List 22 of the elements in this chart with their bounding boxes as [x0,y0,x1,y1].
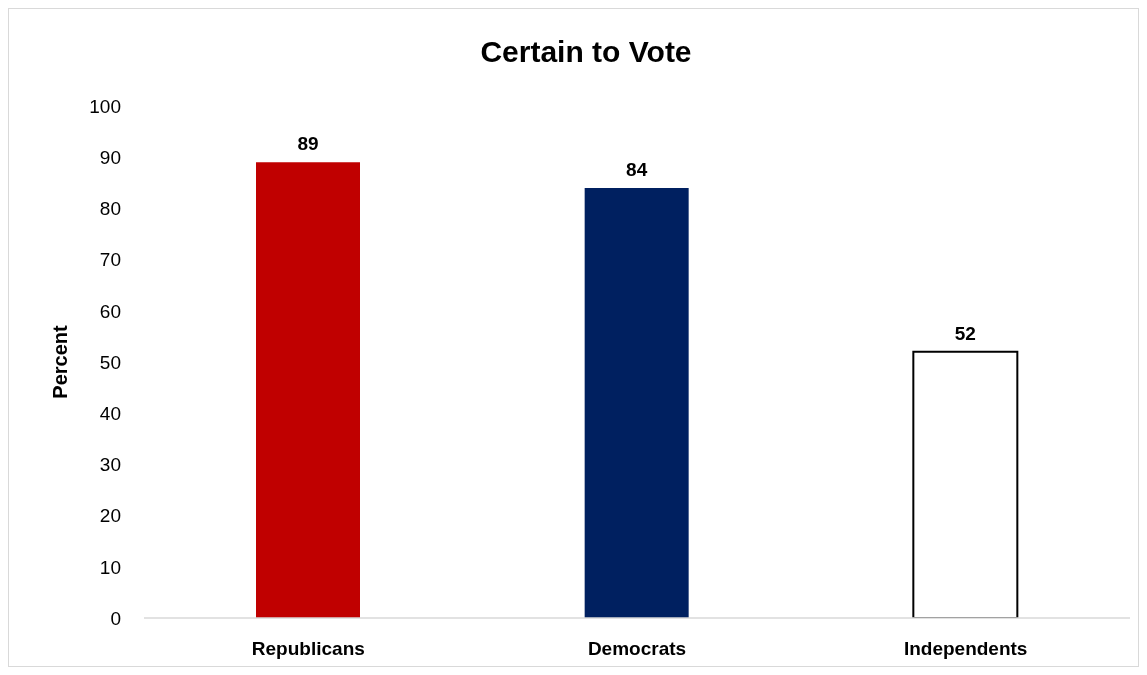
data-label: 84 [626,158,648,180]
y-tick-label: 0 [110,607,121,629]
x-tick-label: Republicans [251,638,365,660]
chart-title: Certain to Vote [479,34,693,70]
y-tick-label: 100 [89,95,121,117]
bar [256,162,360,618]
y-tick-label: 70 [99,249,121,271]
x-tick-label: Independents [903,638,1028,660]
y-axis-title: Percent [48,325,72,399]
y-tick-label: 90 [99,146,121,168]
y-tick-label: 30 [99,454,121,476]
y-tick-label: 10 [99,556,121,578]
y-tick-label: 40 [99,402,121,424]
x-tick-label: Democrats [587,638,687,660]
y-tick-label: 80 [99,198,121,220]
bar [584,187,689,618]
y-tick-label: 50 [99,351,121,373]
y-tick-label: 20 [99,505,121,527]
y-tick-label: 60 [99,300,121,322]
data-label: 52 [954,322,976,344]
bar [912,350,1019,618]
data-label: 89 [297,133,319,155]
